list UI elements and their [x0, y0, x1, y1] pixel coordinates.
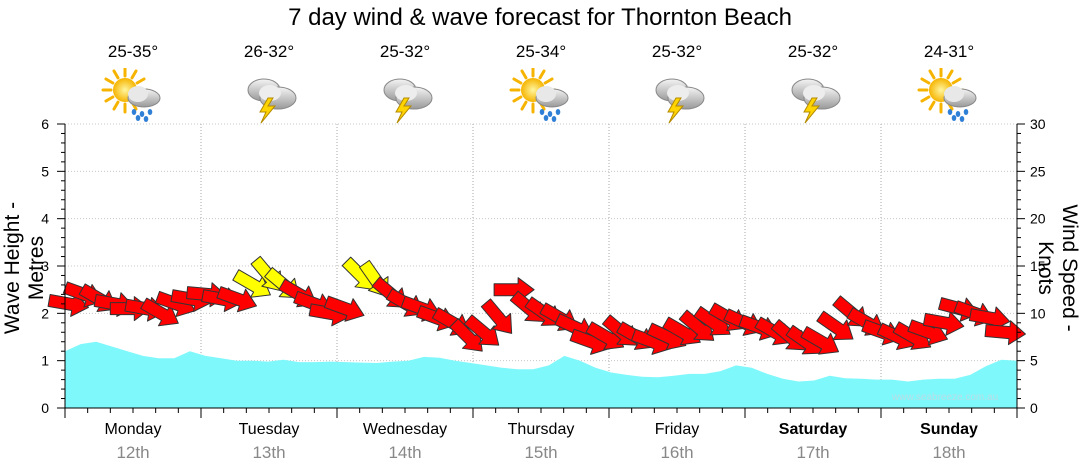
- storm-icon: [247, 78, 297, 124]
- axes: [57, 123, 1025, 418]
- day-temperature: 25-32°: [651, 42, 703, 61]
- day-temperature: 26-32°: [243, 42, 295, 61]
- day-temperature: 24-31°: [923, 42, 975, 61]
- tick-labels: 0 1 2 3 4 5 6 0 5 10 15 20 25 30: [41, 116, 1046, 416]
- y-axis-left-label: Wave Height - Metres: [1, 201, 48, 335]
- wind-arrow: [800, 326, 840, 355]
- day-name: Monday: [104, 421, 162, 438]
- sun-cloud-rain-icon: [101, 68, 161, 122]
- y-tick-label-left: 1: [41, 353, 49, 369]
- day-date: 15th: [524, 443, 558, 462]
- y-tick-label-left: 4: [41, 211, 49, 227]
- wind-arrow: [323, 295, 365, 322]
- watermark: www.seabreeze.com.au: [892, 392, 999, 403]
- y-tick-label-left: 2: [41, 305, 49, 321]
- day-name: Tuesday: [238, 421, 300, 438]
- y-tick-label-right: 25: [1030, 163, 1046, 179]
- day-name: Wednesday: [362, 421, 448, 438]
- day-date: 14th: [388, 443, 422, 462]
- day-name: Thursday: [507, 421, 575, 438]
- wind-arrow: [463, 314, 500, 346]
- wind-arrows: [47, 255, 1026, 355]
- day-temperature: 25-32°: [787, 42, 839, 61]
- y-tick-label-right: 5: [1030, 353, 1038, 369]
- day-date: 16th: [660, 443, 694, 462]
- wind-arrow: [216, 286, 257, 313]
- day-date: 18th: [932, 443, 966, 462]
- storm-icon: [383, 78, 433, 124]
- day-name: Friday: [654, 421, 700, 438]
- grid: [65, 123, 1017, 409]
- y-tick-label-left: 0: [41, 400, 49, 416]
- y-tick-label-left: 5: [41, 163, 49, 179]
- wind-arrow: [922, 311, 965, 336]
- day-date: 12th: [116, 443, 150, 462]
- sun-cloud-rain-icon: [509, 68, 569, 122]
- y-tick-label-right: 0: [1030, 400, 1038, 416]
- y-tick-label-right: 30: [1030, 116, 1046, 132]
- wave-height-area: [65, 341, 1017, 408]
- storm-icon: [655, 78, 705, 124]
- wind-arrow: [232, 269, 271, 298]
- y-tick-label-left: 6: [41, 116, 49, 132]
- y-tick-label-right: 10: [1030, 305, 1046, 321]
- chart-title: 7 day wind & wave forecast for Thornton …: [288, 4, 792, 31]
- day-name: Saturday: [778, 421, 848, 438]
- y-axis-right-label: Wind Speed - Knots: [1034, 204, 1080, 332]
- wind-arrow: [816, 310, 854, 341]
- storm-icon: [791, 78, 841, 124]
- day-temperature: 25-34°: [515, 42, 567, 61]
- sun-cloud-rain-icon: [917, 68, 977, 122]
- day-date: 13th: [252, 443, 286, 462]
- day-temperature: 25-35°: [107, 42, 159, 61]
- wind-arrow: [449, 318, 483, 352]
- wind-arrow: [480, 298, 513, 334]
- day-temperature: 25-32°: [379, 42, 431, 61]
- y-tick-label-right: 15: [1030, 258, 1046, 274]
- day-name: Sunday: [920, 421, 978, 438]
- y-tick-label-left: 3: [41, 258, 49, 274]
- wind-arrow: [140, 297, 179, 327]
- y-tick-label-right: 20: [1030, 211, 1046, 227]
- day-date: 17th: [796, 443, 830, 462]
